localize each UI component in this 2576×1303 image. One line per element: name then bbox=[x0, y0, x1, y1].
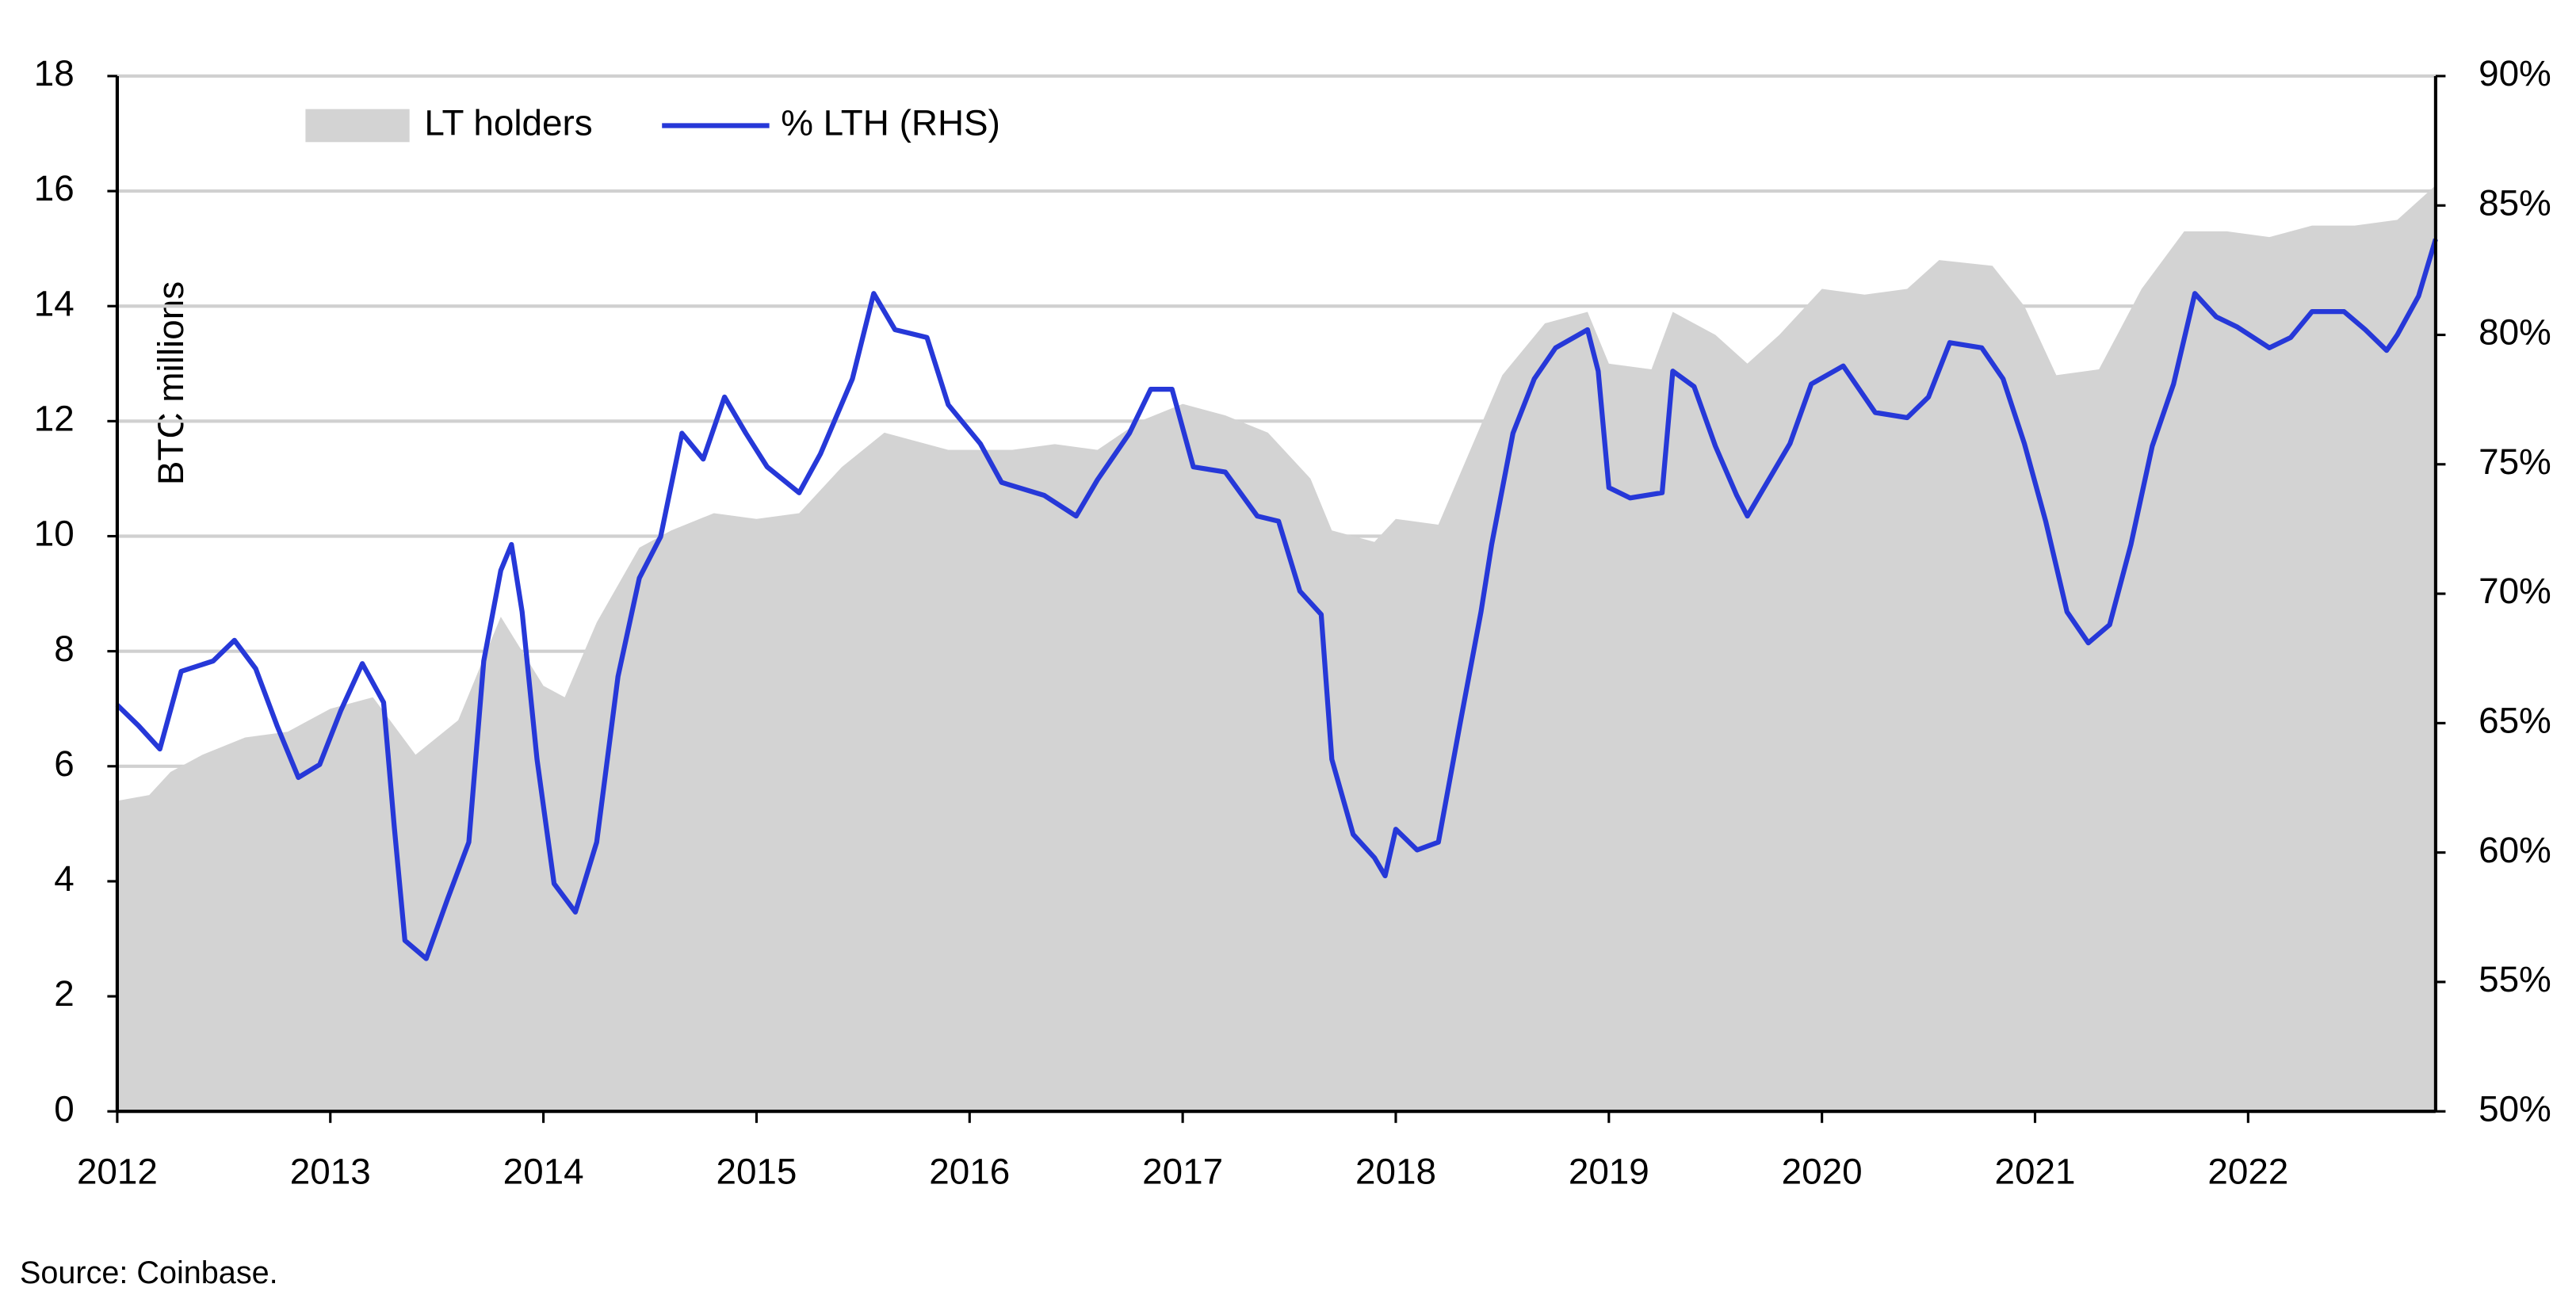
line bbox=[115, 238, 2438, 961]
y2-tick-label: 90% bbox=[2479, 53, 2551, 94]
y-tick-label: 0 bbox=[54, 1088, 75, 1129]
x-tick-label: 2012 bbox=[77, 1151, 158, 1191]
y-tick-label: 10 bbox=[34, 514, 75, 554]
area bbox=[117, 185, 2436, 1112]
y2-tick-label: 75% bbox=[2479, 441, 2551, 482]
x-tick-label: 2017 bbox=[1142, 1151, 1223, 1191]
y-tick-label: 14 bbox=[34, 283, 75, 323]
x-tick-label: 2016 bbox=[929, 1151, 1010, 1191]
y-tick-label: 6 bbox=[54, 743, 75, 784]
x-tick-label: 2021 bbox=[1995, 1151, 2076, 1191]
y2-tick-label: 60% bbox=[2479, 830, 2551, 870]
x-tick-label: 2014 bbox=[503, 1151, 584, 1191]
y-tick-label: 8 bbox=[54, 629, 75, 669]
y2-tick-label: 65% bbox=[2479, 700, 2551, 740]
y2-tick-label: 55% bbox=[2479, 959, 2551, 999]
plot-data bbox=[115, 185, 2438, 1112]
legend-swatch bbox=[305, 109, 410, 143]
y2-tick-label: 80% bbox=[2479, 312, 2551, 353]
y-tick-label: 16 bbox=[34, 168, 75, 208]
x-tick-label: 2019 bbox=[1569, 1151, 1649, 1191]
y2-tick-label: 50% bbox=[2479, 1088, 2551, 1129]
legend-label: % LTH (RHS) bbox=[781, 103, 1000, 143]
source-note: Source: Coinbase. bbox=[20, 1255, 278, 1290]
y-tick-label: 12 bbox=[34, 398, 75, 438]
x-tick-label: 2013 bbox=[290, 1151, 371, 1191]
y2-tick-label: 85% bbox=[2479, 182, 2551, 223]
y-tick-label: 4 bbox=[54, 858, 75, 899]
y2-tick-label: 70% bbox=[2479, 571, 2551, 611]
y-axis-label: BTC millions bbox=[151, 281, 191, 485]
x-tick-label: 2020 bbox=[1782, 1151, 1863, 1191]
y-tick-label: 2 bbox=[54, 973, 75, 1014]
x-tick-label: 2018 bbox=[1355, 1151, 1436, 1191]
x-tick-label: 2015 bbox=[716, 1151, 797, 1191]
y-tick-label: 18 bbox=[34, 53, 75, 94]
x-tick-label: 2022 bbox=[2207, 1151, 2288, 1191]
legend-label: LT holders bbox=[424, 103, 592, 143]
